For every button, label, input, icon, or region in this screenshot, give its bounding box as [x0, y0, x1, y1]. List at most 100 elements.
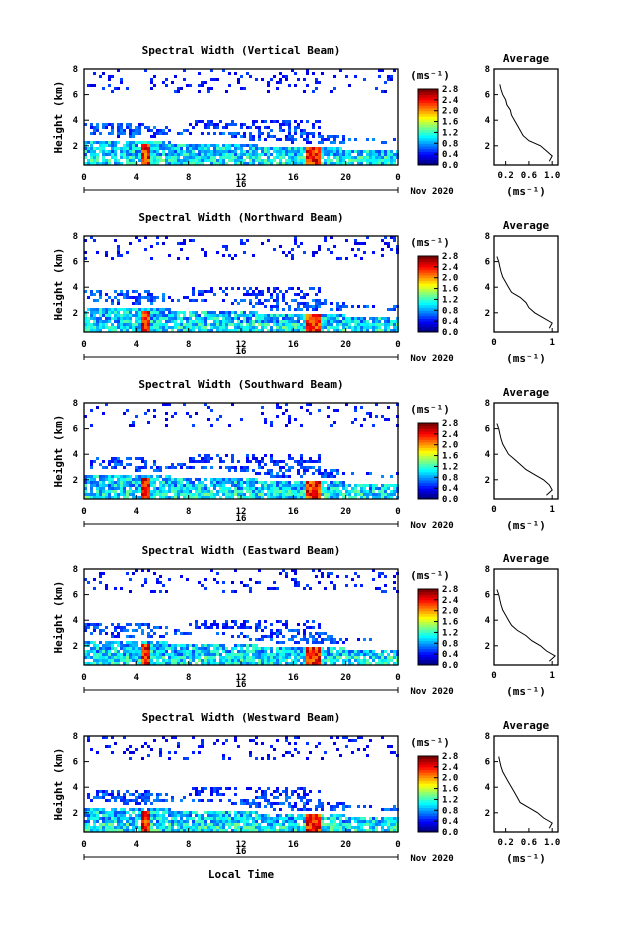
heatmap-cell — [156, 129, 159, 132]
heatmap-cell — [117, 623, 120, 626]
heatmap-cell — [336, 802, 339, 805]
heatmap-cell — [294, 805, 297, 808]
heatmap-cell — [132, 308, 135, 311]
heatmap-cell — [114, 799, 117, 802]
heatmap-cell — [354, 317, 357, 320]
heatmap-cell — [210, 659, 213, 662]
heatmap-cell — [258, 493, 261, 496]
heatmap-cell — [282, 484, 285, 487]
heatmap-cell — [177, 493, 180, 496]
heatmap-cell — [393, 323, 396, 326]
heatmap-cell — [321, 653, 324, 656]
heatmap-cell — [363, 78, 366, 81]
heatmap-cell — [183, 659, 186, 662]
heatmap-cell — [117, 317, 120, 320]
heatmap-cell — [198, 656, 201, 659]
heatmap-cell — [105, 311, 108, 314]
heatmap-cell — [309, 808, 312, 811]
heatmap-cell — [222, 299, 225, 302]
x-tick-label: 8 — [186, 507, 191, 517]
heatmap-cell — [381, 153, 384, 156]
heatmap-cell — [333, 823, 336, 826]
heatmap-cell — [336, 656, 339, 659]
heatmap-cell — [351, 487, 354, 490]
x-tick-label: 20 — [340, 340, 351, 350]
heatmap-cell — [270, 147, 273, 150]
heatmap-cell — [162, 826, 165, 829]
heatmap-cell — [333, 742, 336, 745]
heatmap-cell — [357, 650, 360, 653]
heatmap-cell — [165, 478, 168, 481]
heatmap-cell — [144, 493, 147, 496]
heatmap-cell — [162, 481, 165, 484]
heatmap-cell — [327, 323, 330, 326]
heatmap-cell — [96, 493, 99, 496]
heatmap-cell — [363, 484, 366, 487]
heatmap-cell — [240, 484, 243, 487]
heatmap-cell — [96, 656, 99, 659]
heatmap-cell — [225, 293, 228, 296]
heatmap-cell — [276, 87, 279, 90]
heatmap-cell — [246, 481, 249, 484]
heatmap-cell — [270, 305, 273, 308]
heatmap-cell — [270, 457, 273, 460]
heatmap-cell — [327, 647, 330, 650]
heatmap-cell — [270, 647, 273, 650]
heatmap-cell — [186, 296, 189, 299]
heatmap-cell — [255, 481, 258, 484]
heatmap-cell — [93, 626, 96, 629]
heatmap-cell — [159, 626, 162, 629]
heatmap-cell — [390, 248, 393, 251]
heatmap-cell — [162, 641, 165, 644]
heatmap-cell — [234, 490, 237, 493]
heatmap-cell — [174, 311, 177, 314]
heatmap-cell — [144, 578, 147, 581]
heatmap-cell — [171, 811, 174, 814]
heatmap-cell — [162, 293, 165, 296]
heatmap-cell — [204, 144, 207, 147]
heatmap-cell — [171, 415, 174, 418]
heatmap-cell — [297, 647, 300, 650]
heatmap-cell — [147, 811, 150, 814]
heatmap-cell — [237, 159, 240, 162]
heatmap-cell — [276, 653, 279, 656]
heatmap-cell — [99, 490, 102, 493]
heatmap-cell — [375, 587, 378, 590]
heatmap-cell — [372, 424, 375, 427]
heatmap-cell — [249, 814, 252, 817]
heatmap-cell — [294, 153, 297, 156]
heatmap-cell — [297, 632, 300, 635]
heatmap-cell — [153, 156, 156, 159]
heatmap-cell — [339, 159, 342, 162]
heatmap-cell — [216, 817, 219, 820]
heatmap-cell — [264, 159, 267, 162]
heatmap-cell — [291, 817, 294, 820]
heatmap-cell — [249, 802, 252, 805]
heatmap-cell — [372, 323, 375, 326]
heatmap-cell — [186, 323, 189, 326]
heatmap-cell — [291, 793, 294, 796]
heatmap-cell — [114, 817, 117, 820]
heatmap-cell — [177, 317, 180, 320]
heatmap-cell — [324, 653, 327, 656]
heatmap-cell — [210, 424, 213, 427]
heatmap-cell — [186, 820, 189, 823]
heatmap-cell — [267, 587, 270, 590]
heatmap-cell — [186, 578, 189, 581]
heatmap-cell — [123, 823, 126, 826]
heatmap-cell — [162, 799, 165, 802]
heatmap-cell — [120, 308, 123, 311]
heatmap-cell — [243, 299, 246, 302]
heatmap-cell — [141, 820, 144, 823]
heatmap-cell — [129, 635, 132, 638]
heatmap-cell — [111, 635, 114, 638]
heatmap-cell — [390, 493, 393, 496]
heatmap-cell — [318, 826, 321, 829]
heatmap-cell — [138, 623, 141, 626]
heatmap-cell — [234, 656, 237, 659]
heatmap-cell — [264, 421, 267, 424]
heatmap-cell — [153, 572, 156, 575]
heatmap-cell — [315, 650, 318, 653]
heatmap-cell — [306, 308, 309, 311]
heatmap-cell — [339, 817, 342, 820]
